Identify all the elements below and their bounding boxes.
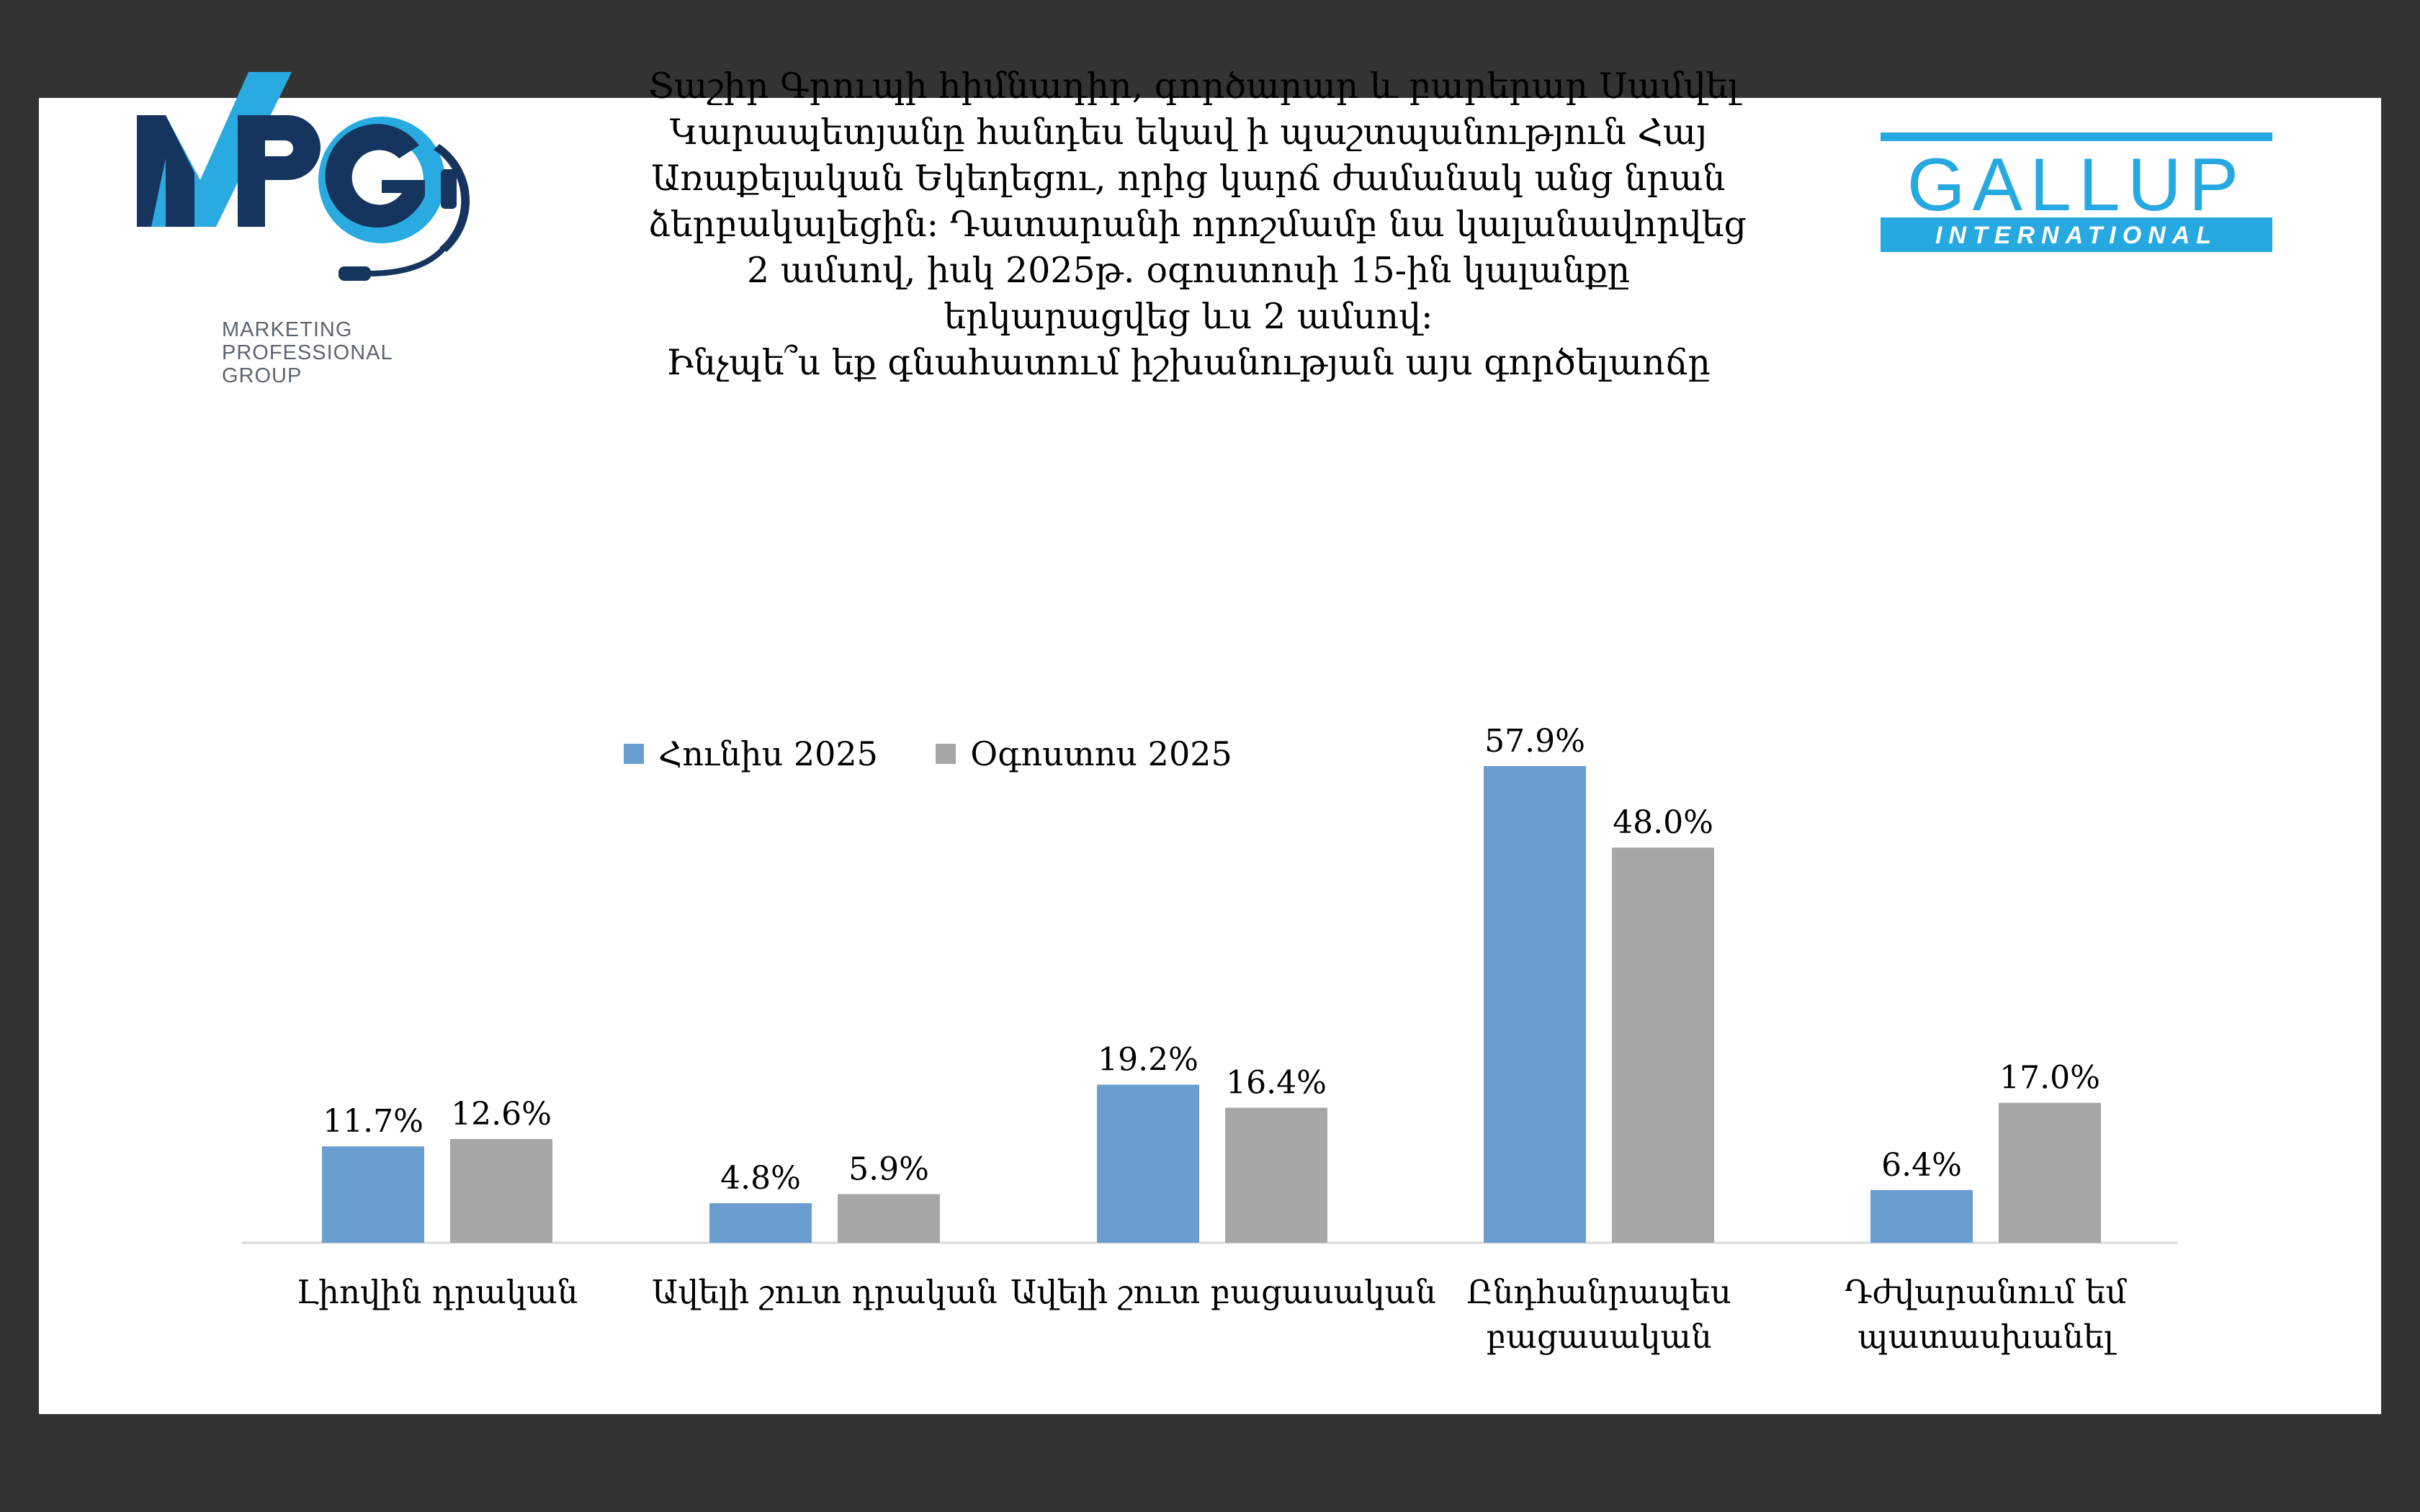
chart-legend: Հունիս 2025 Օգոստոս 2025 bbox=[624, 734, 1290, 773]
gallup-sub-text: INTERNATIONAL bbox=[1935, 222, 2218, 249]
category-label-line: Ավելի շուտ դրական bbox=[652, 1273, 998, 1311]
category-label-line: պատասխանել bbox=[1857, 1318, 2114, 1356]
data-label: 5.9% bbox=[848, 1151, 929, 1188]
mpg-sub-line: MARKETING bbox=[222, 318, 353, 341]
gallup-logo: GALLUP INTERNATIONAL bbox=[1881, 132, 2272, 255]
legend-item-august: Օգոստոս 2025 bbox=[935, 734, 1232, 773]
mpg-logo-mark bbox=[137, 72, 470, 281]
legend-swatch-august bbox=[935, 744, 956, 764]
title-line: ձերբակալեցին։ Դատարանի որոշմամբ նա կալան… bbox=[648, 204, 1747, 245]
bar-june bbox=[709, 1203, 812, 1243]
category-label-line: բացասական bbox=[1486, 1318, 1712, 1356]
category-label: Դժվարանում եմ պատասխանել bbox=[1784, 1270, 2187, 1359]
category-label-line: Ընդհանրապես bbox=[1466, 1273, 1731, 1311]
legend-label-june: Հունիս 2025 bbox=[658, 734, 878, 773]
bar-august bbox=[838, 1194, 940, 1243]
title-line: Ինչպե՞ս եք գնահատում իշխանության այս գոր… bbox=[666, 342, 1711, 383]
bar-june bbox=[1870, 1189, 1973, 1243]
category-label-line: Լիովին դրական bbox=[296, 1273, 578, 1311]
title-line: Կարապետյանը հանդես եկավ ի պաշտպանություն… bbox=[669, 112, 1708, 153]
bar-june bbox=[1484, 766, 1586, 1243]
bar-august bbox=[1612, 847, 1714, 1243]
legend-swatch-june bbox=[624, 744, 644, 764]
category-label-line: Ավելի շուտ բացասական bbox=[1010, 1273, 1436, 1311]
bar-august bbox=[450, 1138, 552, 1243]
title-line: Տաշիր Գրուպի հիմնադիր, գործարար և բարերա… bbox=[648, 66, 1739, 107]
category-label: Ավելի շուտ բացասական bbox=[1010, 1270, 1436, 1315]
data-label: 6.4% bbox=[1881, 1147, 1962, 1184]
gallup-main-text: GALLUP bbox=[1907, 143, 2246, 227]
legend-label-august: Օգոստոս 2025 bbox=[969, 734, 1232, 773]
data-label: 17.0% bbox=[1999, 1060, 2100, 1097]
mpg-sub-line: PROFESSIONAL bbox=[222, 341, 393, 364]
bar-august bbox=[1225, 1107, 1327, 1243]
data-label: 16.4% bbox=[1226, 1064, 1327, 1101]
slide bbox=[39, 98, 2381, 1414]
data-label: 4.8% bbox=[720, 1160, 801, 1197]
category-label: Լիովին դրական bbox=[236, 1270, 639, 1315]
data-label: 48.0% bbox=[1613, 804, 1713, 841]
category-label: Ընդհանրապես բացասական bbox=[1397, 1270, 1801, 1359]
category-label: Ավելի շուտ դրական bbox=[623, 1270, 1026, 1315]
bar-june bbox=[1097, 1084, 1199, 1243]
mpg-sub-line: GROUP bbox=[222, 364, 302, 387]
data-label: 12.6% bbox=[451, 1096, 552, 1133]
bar-june bbox=[322, 1146, 424, 1243]
data-label: 57.9% bbox=[1484, 723, 1585, 760]
legend-item-june: Հունիս 2025 bbox=[624, 734, 878, 773]
title-line: երկարացվեց ևս 2 ամսով։ bbox=[944, 296, 1433, 337]
mpg-logo-subtitle: MARKETING PROFESSIONAL GROUP bbox=[222, 318, 393, 387]
title-line: 2 ամսով, իսկ 2025թ․ օգոստոսի 15-ին կալան… bbox=[746, 250, 1631, 291]
bar-august bbox=[1999, 1102, 2101, 1243]
title-line: Առաքելական Եկեղեցու, որից կարճ ժամանակ ա… bbox=[651, 158, 1726, 199]
mpg-logo: MARKETING PROFESSIONAL GROUP bbox=[94, 72, 526, 387]
category-label-line: Դժվարանում եմ bbox=[1845, 1273, 2127, 1311]
data-label: 19.2% bbox=[1098, 1041, 1198, 1078]
data-label: 11.7% bbox=[323, 1103, 424, 1140]
chart-title: Տաշիր Գրուպի հիմնադիր, գործարար և բարերա… bbox=[648, 63, 1747, 386]
